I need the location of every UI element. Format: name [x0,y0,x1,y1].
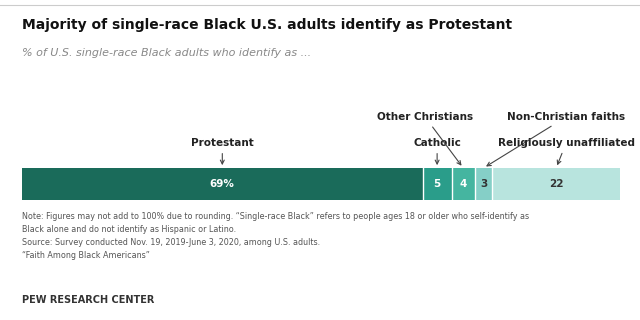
Bar [22,168,422,200]
Text: Black alone and do not identify as Hispanic or Latino.: Black alone and do not identify as Hispa… [22,225,236,234]
Text: 5: 5 [433,179,441,189]
Bar [422,168,452,200]
Text: Religiously unaffiliated: Religiously unaffiliated [498,138,635,164]
Bar [452,168,475,200]
Text: 22: 22 [549,179,563,189]
Text: 69%: 69% [210,179,235,189]
Text: Protestant: Protestant [191,138,253,164]
Text: 3: 3 [480,179,487,189]
Text: Other Christians: Other Christians [377,112,473,165]
Bar [492,168,620,200]
Text: Catholic: Catholic [413,138,461,164]
Text: “Faith Among Black Americans”: “Faith Among Black Americans” [22,251,150,260]
Text: Note: Figures may not add to 100% due to rounding. “Single-race Black” refers to: Note: Figures may not add to 100% due to… [22,212,529,221]
Text: % of U.S. single-race Black adults who identify as ...: % of U.S. single-race Black adults who i… [22,48,311,58]
Bar [475,168,492,200]
Text: 4: 4 [460,179,467,189]
Text: PEW RESEARCH CENTER: PEW RESEARCH CENTER [22,295,154,305]
Text: Source: Survey conducted Nov. 19, 2019-June 3, 2020, among U.S. adults.: Source: Survey conducted Nov. 19, 2019-J… [22,238,320,247]
Text: Majority of single-race Black U.S. adults identify as Protestant: Majority of single-race Black U.S. adult… [22,18,512,32]
Text: Non-Christian faiths: Non-Christian faiths [487,112,625,166]
